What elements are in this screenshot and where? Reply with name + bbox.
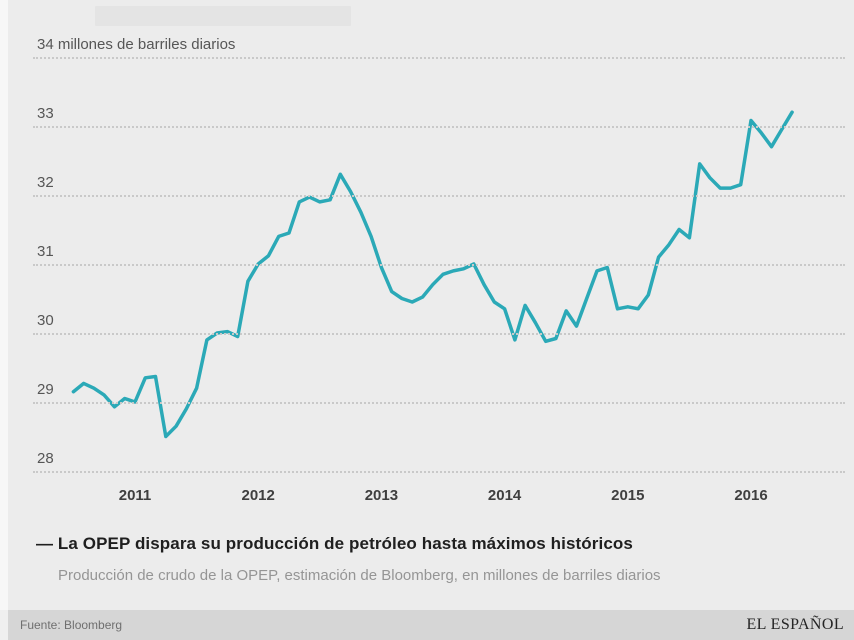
- blurred-header-placeholder: [95, 6, 351, 26]
- y-tick-label-29: 29: [37, 381, 54, 398]
- chart-headline: — La OPEP dispara su producción de petró…: [36, 534, 633, 553]
- x-tick-label-2011: 2011: [118, 487, 152, 504]
- y-gridline-31: [33, 264, 845, 266]
- x-tick-label-2016: 2016: [734, 487, 768, 504]
- y-tick-label-30: 30: [37, 312, 54, 329]
- y-gridline-34: [33, 57, 845, 59]
- x-tick-label-2015: 2015: [611, 487, 645, 504]
- el-espanol-logo: EL ESPAÑOL: [746, 616, 844, 633]
- y-gridline-29: [33, 402, 845, 404]
- footer-bar: Fuente: Bloomberg EL ESPAÑOL: [0, 610, 854, 640]
- y-tick-label-32: 32: [37, 174, 54, 191]
- x-tick-label-2014: 2014: [487, 487, 522, 504]
- y-gridline-33: [33, 126, 845, 128]
- y-gridline-28: [33, 471, 845, 473]
- y-tick-label-31: 31: [37, 243, 54, 260]
- page-left-edge: [0, 0, 8, 640]
- y-tick-label-33: 33: [37, 105, 54, 122]
- x-tick-label-2012: 2012: [241, 487, 275, 504]
- y-gridline-30: [33, 333, 845, 335]
- production-series-line: [71, 110, 794, 439]
- y-tick-label-28: 28: [37, 450, 54, 467]
- y-tick-label-34: 34 millones de barriles diarios: [37, 36, 236, 53]
- x-tick-label-2013: 2013: [364, 487, 399, 504]
- y-gridline-32: [33, 195, 845, 197]
- chart-subtitle: Producción de crudo de la OPEP, estimaci…: [58, 567, 661, 584]
- source-credit: Fuente: Bloomberg: [20, 618, 123, 632]
